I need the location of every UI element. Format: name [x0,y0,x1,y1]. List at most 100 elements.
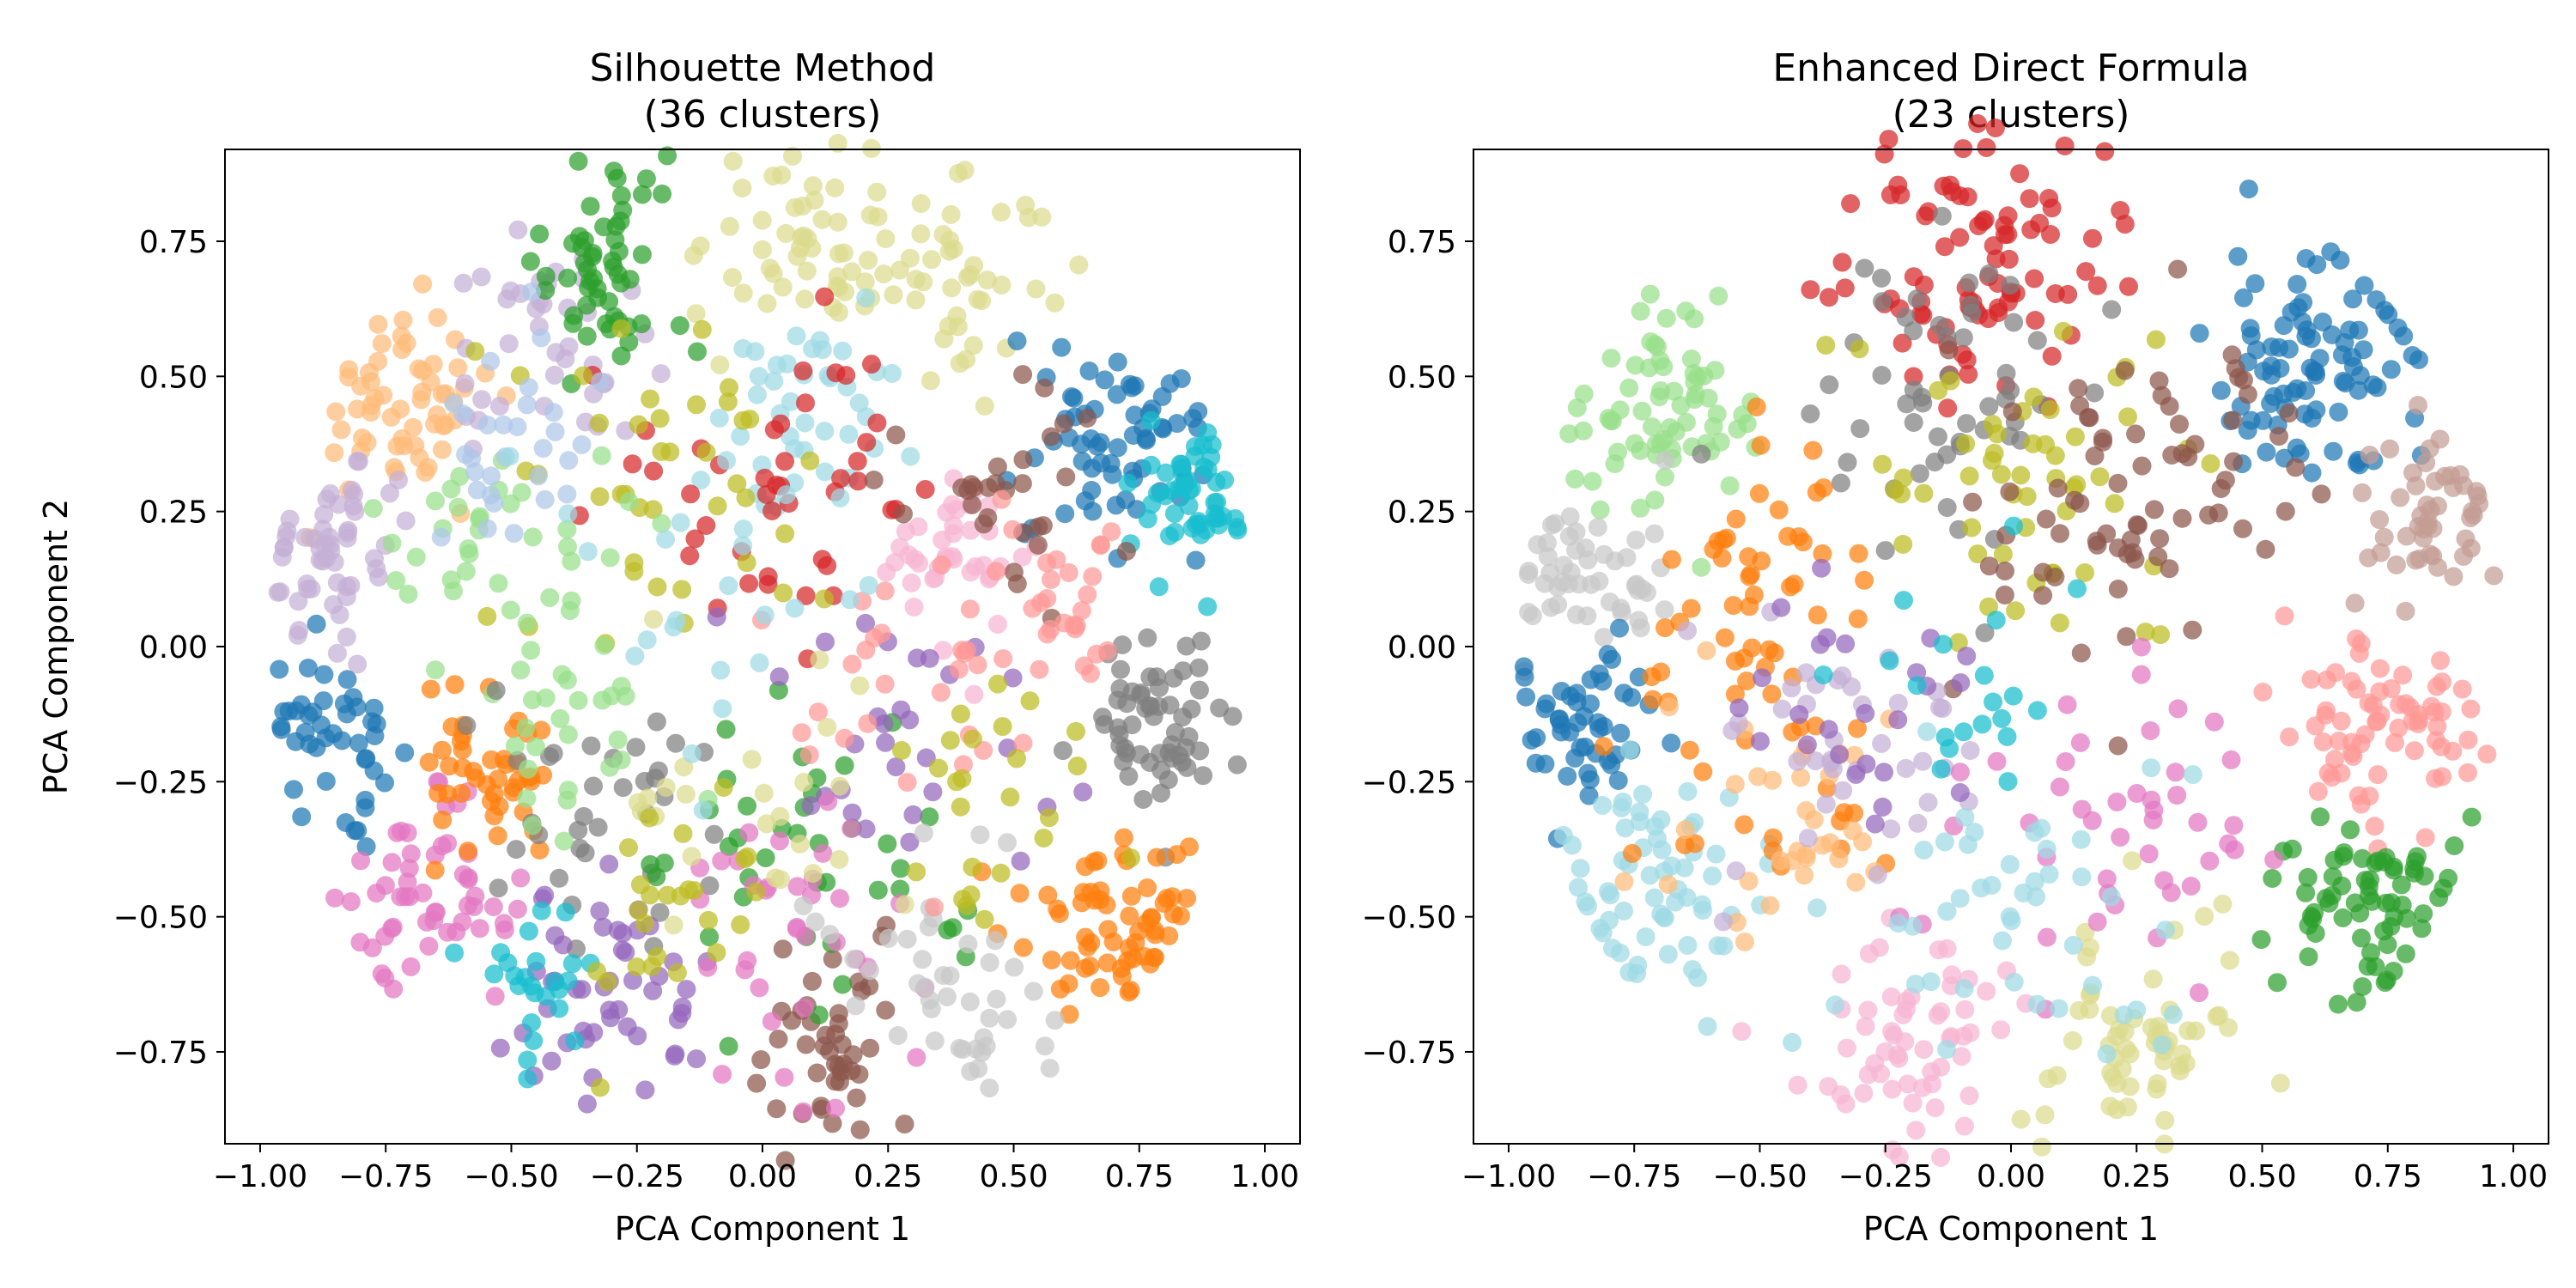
scatter-point [1957,647,1977,666]
scatter-point [2095,142,2115,161]
scatter-point [803,864,823,884]
scatter-point [1897,394,1917,414]
scatter-point [1007,331,1027,351]
scatter-point [428,783,448,803]
scatter-point [2097,869,2117,889]
scatter-point [815,287,835,307]
scatter-point [456,562,476,581]
scatter-point [776,485,796,505]
scatter-point [1925,453,1945,472]
scatter-point [1996,363,2016,383]
scatter-point [2280,727,2300,747]
scatter-point [485,987,505,1006]
y-tick-label: 0.00 [139,630,208,665]
scatter-point [2297,320,2317,340]
scatter-point [793,896,813,915]
scatter-point [577,326,597,346]
scatter-point [1010,884,1030,903]
scatter-point [590,413,609,433]
y-tick-label: −0.50 [1362,901,1456,936]
scatter-point [1903,916,1923,936]
scatter-point [2126,424,2146,444]
scatter-point [1632,580,1652,598]
x-tick-label: −0.25 [1838,1159,1933,1194]
scatter-point [829,244,848,264]
scatter-point [1579,786,1599,805]
scatter-point [2195,907,2215,927]
scatter-point [1645,335,1665,355]
scatter-point [954,755,973,775]
scatter-point [524,1031,544,1050]
scatter-point [1937,1040,1957,1060]
scatter-point [594,217,614,237]
scatter-point [727,474,747,494]
scatter-points [1514,114,2504,1167]
scatter-point [1013,365,1033,385]
scatter-point [2393,665,2413,685]
scatter-point [2172,444,2192,464]
scatter-point [276,526,296,546]
scatter-point [349,733,368,753]
scatter-point [736,488,756,507]
scatter-point [1176,636,1196,656]
scatter-point [1095,370,1115,390]
scatter-point [2132,456,2152,476]
scatter-point [2409,517,2428,537]
scatter-point [1142,908,1162,927]
scatter-point [1975,623,1995,642]
scatter-point [755,605,775,625]
scatter-point [1030,659,1049,679]
scatter-point [1751,435,1771,455]
scatter-point [1686,834,1704,854]
scatter-point [279,702,299,721]
scatter-point [1962,303,1982,323]
scatter-point [793,197,812,216]
scatter-point [1598,645,1618,665]
scatter-point [616,943,635,963]
scatter-point [1739,872,1759,891]
scatter-point [2168,259,2188,279]
scatter-point [2253,683,2273,702]
scatter-point [2323,867,2342,886]
scatter-point [687,1049,706,1069]
scatter-point [1760,896,1780,915]
scatter-point [367,884,386,903]
scatter-point [746,882,766,902]
scatter-point [933,530,952,550]
scatter-point [1869,938,1889,957]
scatter-point [979,477,998,497]
scatter-point [860,961,879,981]
scatter-point [2161,883,2181,902]
scatter-point [752,210,772,230]
scatter-point [1941,371,1960,391]
scatter-point [2370,659,2390,678]
scatter-point [1037,624,1057,644]
scatter-point [565,1031,585,1051]
scatter-point [1888,914,1908,933]
scatter-point [716,720,736,739]
scatter-point [856,819,876,839]
scatter-point [672,580,692,599]
scatter-point [368,314,388,334]
scatter-point [769,1030,788,1049]
scatter-point [2432,737,2451,756]
scatter-point [572,980,592,999]
scatter-point [1064,615,1084,635]
scatter-point [1828,671,1848,690]
scatter-point [1056,467,1076,487]
scatter-point [1108,352,1127,372]
scatter-point [2050,524,2069,544]
scatter-point [419,936,439,956]
scatter-point [892,741,911,760]
scatter-point [292,807,312,827]
scatter-point [700,876,720,896]
scatter-point [1931,759,1951,779]
scatter-point [1083,567,1103,586]
scatter-point [2204,712,2224,732]
scatter-point [1991,1020,2011,1040]
scatter-point [2118,407,2137,427]
scatter-point [1954,1116,1974,1136]
scatter-point [1954,979,1974,999]
scatter-point [494,415,513,434]
scatter-point [1149,577,1169,597]
